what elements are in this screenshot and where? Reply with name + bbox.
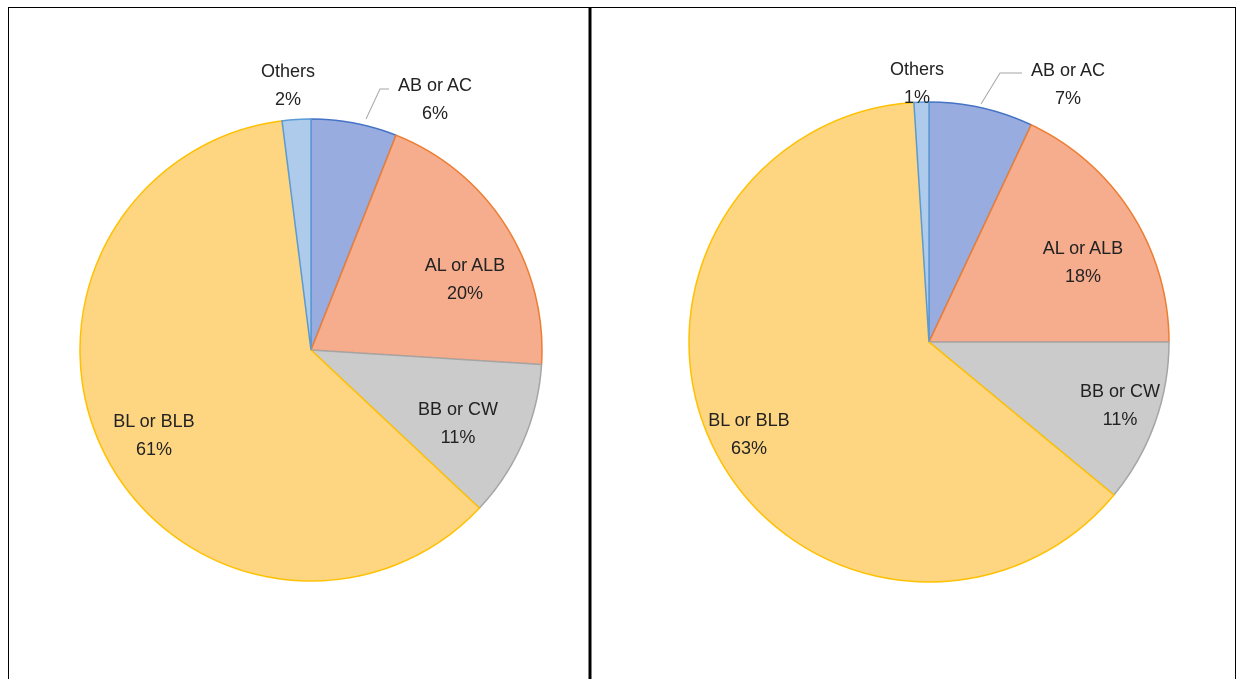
- pie-slice: [928, 101, 1033, 343]
- slice-label-value: 2%: [275, 89, 301, 109]
- slice-label-value: 11%: [441, 427, 476, 447]
- slice-label-name: AL or ALB: [1043, 238, 1123, 258]
- slice-label-value: 6%: [422, 103, 448, 123]
- pie-slice: [308, 349, 543, 510]
- pie-slice: [926, 341, 1170, 497]
- leader-line: [365, 88, 389, 120]
- slice-label-name: BL or BLB: [113, 411, 194, 431]
- slice-label-value: 18%: [1065, 266, 1101, 286]
- slice-label-name: BB or CW: [418, 399, 498, 419]
- pie-slice: [913, 101, 930, 343]
- slice-label-value: 7%: [1055, 88, 1081, 108]
- slice-label-name: BL or BLB: [708, 410, 789, 430]
- slice-label-name: AL or ALB: [425, 255, 505, 275]
- slice-label-name: Others: [261, 61, 315, 81]
- pie-slice: [688, 101, 1115, 583]
- slice-label-value: 63%: [731, 438, 767, 458]
- slice-label-name: AB or AC: [1031, 60, 1105, 80]
- pie-slice: [927, 123, 1170, 343]
- slice-label-value: 11%: [1103, 409, 1138, 429]
- leader-line: [980, 72, 1022, 105]
- pie-slice: [281, 118, 312, 351]
- pie-slice: [309, 134, 543, 366]
- slice-label-value: 20%: [447, 283, 483, 303]
- slice-label-name: AB or AC: [398, 75, 472, 95]
- slice-label-name: BB or CW: [1080, 381, 1160, 401]
- slice-label-name: Others: [890, 59, 944, 79]
- slice-label-value: 1%: [904, 87, 930, 107]
- pie-slice: [79, 119, 481, 582]
- slice-label-value: 61%: [136, 439, 172, 459]
